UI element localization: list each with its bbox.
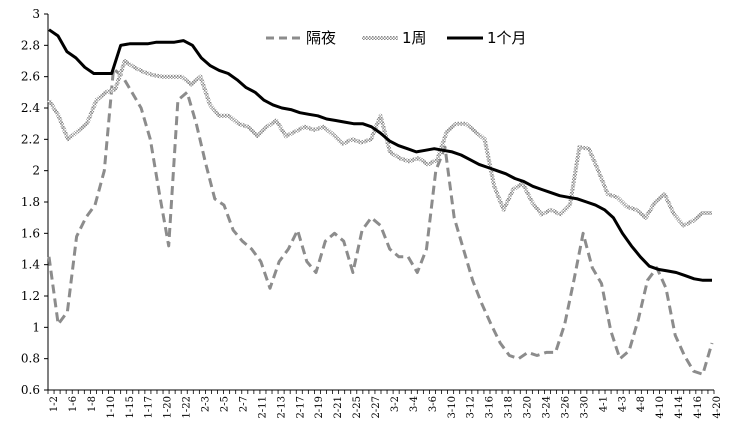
x-tick-label: 3-12 — [466, 396, 477, 418]
legend: 隔夜 1周 1个月 — [266, 29, 527, 47]
y-tick-label: 2 — [32, 164, 40, 178]
x-tick-label: 4-20 — [712, 396, 723, 418]
x-tick-label: 1-10 — [106, 396, 117, 418]
y-tick-label: 1.6 — [21, 226, 40, 240]
x-tick-label: 2-7 — [238, 396, 249, 412]
series-dashed — [47, 67, 714, 376]
x-tick-label: 3-2 — [390, 396, 401, 412]
y-tick-label: 2.4 — [21, 101, 40, 115]
y-tick-label: 0.8 — [21, 352, 40, 366]
y-tick-label: 3 — [32, 7, 40, 21]
series-line-1week — [47, 59, 712, 228]
y-tick-label: 2.8 — [21, 38, 40, 52]
x-tick-label: 1-6 — [68, 396, 79, 412]
x-tick-label: 1-2 — [49, 396, 60, 412]
x-tick-label: 2-5 — [219, 396, 230, 412]
series-solid — [48, 28, 712, 282]
y-tick-label: 2.6 — [21, 70, 40, 84]
legend-label: 1个月 — [487, 29, 527, 47]
y-tick-label: 1.8 — [21, 195, 40, 209]
x-tick-label: 1-22 — [182, 396, 193, 418]
series-line-overnight — [47, 67, 714, 376]
x-tick-label: 3-10 — [447, 396, 458, 418]
x-tick-label: 4-10 — [655, 396, 666, 418]
x-tick-label: 2-19 — [314, 396, 325, 418]
x-tick-label: 4-3 — [617, 396, 628, 412]
axes: 3 2.8 2.6 2.4 2.2 2 1.8 1.6 1.4 1.2 1 0.8 0.6 1-2 1-6 1… — [21, 7, 723, 418]
x-tick-label: 1-15 — [125, 396, 136, 418]
x-tick-label: 3-26 — [560, 396, 571, 418]
x-tick-label: 2-27 — [371, 396, 382, 418]
x-tick-label: 3-18 — [504, 396, 515, 418]
series-line-1month — [48, 28, 712, 282]
x-tick-label: 3-30 — [579, 396, 590, 418]
y-tick-label: 1 — [32, 320, 40, 334]
x-tick-label: 4-1 — [598, 396, 609, 412]
x-tick-label: 2-3 — [201, 396, 212, 412]
x-tick-label: 3-4 — [409, 396, 420, 412]
x-tick-label: 2-25 — [352, 396, 363, 418]
x-tick-label: 4-8 — [636, 396, 647, 412]
y-tick-label: 1.4 — [21, 258, 40, 272]
x-tick-label: 2-13 — [276, 396, 287, 418]
y-tick-label: 2.2 — [21, 132, 40, 146]
series-line-1week-core — [48, 60, 712, 226]
x-tick-label: 1-17 — [144, 396, 155, 418]
x-tick-label: 3-6 — [428, 396, 439, 412]
x-tick-label: 2-21 — [333, 396, 344, 418]
series-layer — [47, 28, 714, 376]
x-tick-label: 3-20 — [523, 396, 534, 418]
series-hatched — [47, 59, 712, 228]
x-tick-label: 4-14 — [674, 396, 685, 418]
x-tick-label: 1-20 — [163, 396, 174, 418]
x-tick-label: 2-11 — [257, 396, 268, 418]
legend-label: 1周 — [402, 29, 427, 47]
x-tick-label: 3-24 — [542, 396, 553, 418]
y-tick-label: 1.2 — [21, 289, 40, 303]
x-tick-label: 1-8 — [87, 396, 98, 412]
x-tick-label: 4-16 — [693, 396, 704, 418]
legend-label: 隔夜 — [306, 29, 336, 47]
y-tick-label: 0.6 — [21, 383, 40, 397]
x-tick-label: 3-16 — [485, 396, 496, 418]
x-tick-label: 2-17 — [295, 396, 306, 418]
